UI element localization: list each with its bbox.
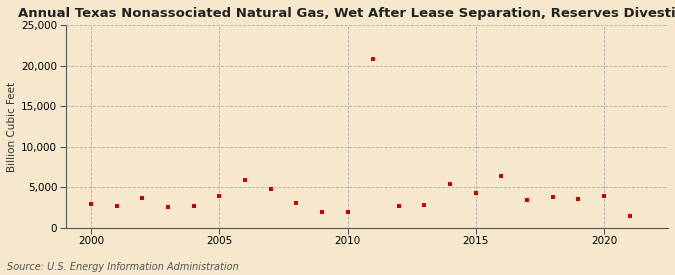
Point	[470, 191, 481, 195]
Point	[394, 204, 404, 208]
Point	[163, 205, 173, 210]
Point	[573, 197, 584, 202]
Y-axis label: Billion Cubic Feet: Billion Cubic Feet	[7, 81, 17, 172]
Point	[368, 57, 379, 62]
Point	[291, 200, 302, 205]
Point	[86, 202, 97, 207]
Title: Annual Texas Nonassociated Natural Gas, Wet After Lease Separation, Reserves Div: Annual Texas Nonassociated Natural Gas, …	[18, 7, 675, 20]
Point	[137, 196, 148, 200]
Point	[496, 174, 507, 178]
Point	[188, 204, 199, 208]
Point	[624, 213, 635, 218]
Point	[599, 194, 610, 198]
Text: Source: U.S. Energy Information Administration: Source: U.S. Energy Information Administ…	[7, 262, 238, 272]
Point	[445, 182, 456, 186]
Point	[317, 210, 327, 214]
Point	[419, 203, 430, 207]
Point	[522, 198, 533, 202]
Point	[342, 209, 353, 214]
Point	[214, 194, 225, 198]
Point	[111, 204, 122, 208]
Point	[265, 187, 276, 191]
Point	[240, 178, 250, 182]
Point	[547, 195, 558, 199]
